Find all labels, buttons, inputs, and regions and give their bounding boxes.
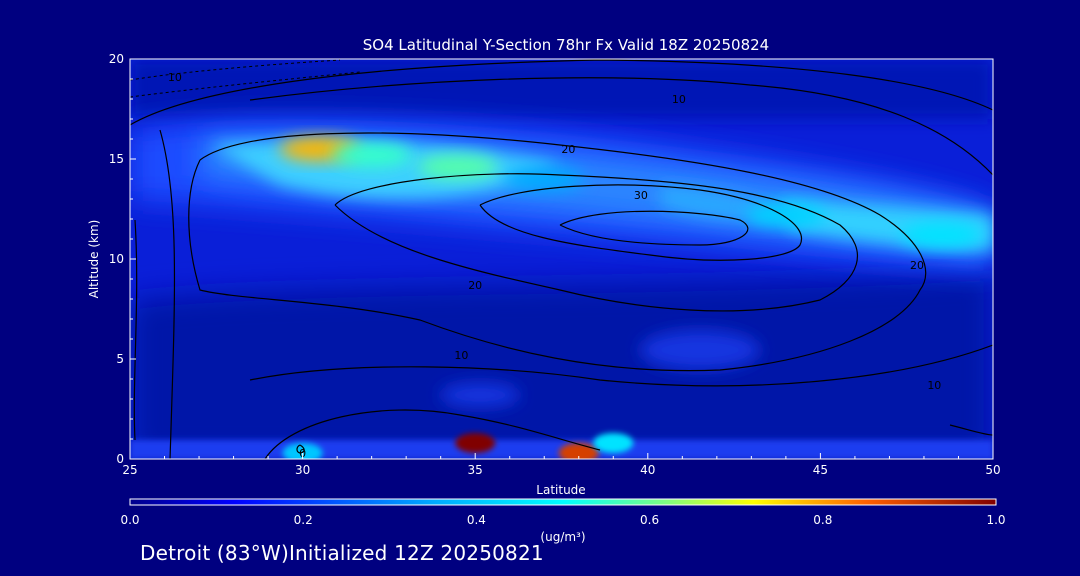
- colorbar: [129, 498, 997, 506]
- colorbar-tick-label: 0.4: [467, 513, 486, 527]
- plume-mark: [417, 155, 498, 179]
- x-axis-label: Latitude: [536, 483, 585, 497]
- chart-title: SO4 Latitudinal Y-Section 78hr Fx Valid …: [363, 36, 769, 54]
- plume-marks: [279, 137, 982, 459]
- contour-10-lower: [249, 344, 993, 387]
- contour-10-outer: [130, 59, 993, 126]
- colorbar-unit: (ug/m³): [540, 530, 585, 544]
- contour-inner: [559, 210, 749, 246]
- plot-area: [130, 59, 993, 459]
- plume-mark: [282, 443, 323, 459]
- contour-upper-10: [249, 77, 993, 176]
- y-tick-label: 15: [109, 152, 124, 166]
- contour-30: [479, 184, 803, 261]
- contour-label: 20: [561, 143, 575, 156]
- y-axis-label: Altitude (km): [87, 220, 101, 299]
- y-axis: 0 5 10 15 20: [109, 52, 136, 466]
- y-tick-label: 0: [116, 452, 124, 466]
- footer-info: Detroit (83°W)Initialized 12Z 20250821: [140, 541, 544, 565]
- y-tick-label: 10: [109, 252, 124, 266]
- x-tick-label: 40: [640, 463, 655, 477]
- contour-label: 20: [910, 259, 924, 272]
- contour-10-left: [133, 219, 138, 441]
- plume-mark: [745, 203, 826, 227]
- plume-mark: [504, 167, 585, 191]
- contour-lines: [130, 59, 993, 459]
- contour-20: [188, 132, 927, 372]
- x-axis: 25 30 35 40 45 50: [122, 453, 1001, 477]
- contour-0: [296, 444, 305, 454]
- plume-mark: [331, 143, 412, 167]
- x-tick-label: 35: [468, 463, 483, 477]
- contour-label: 10: [672, 93, 686, 106]
- x-tick-label: 25: [122, 463, 137, 477]
- plume-mark: [901, 223, 982, 247]
- colorbar-tick-label: 0.0: [120, 513, 139, 527]
- x-tick-label: 50: [985, 463, 1000, 477]
- colorbar-tick-label: 0.8: [813, 513, 832, 527]
- plume-mark: [593, 433, 634, 453]
- colorbar-ticks: 0.0 0.2 0.4 0.6 0.8 1.0: [120, 513, 1005, 527]
- contour-25: [334, 173, 858, 312]
- colorbar-tick-label: 0.6: [640, 513, 659, 527]
- colorbar-tick-label: 1.0: [986, 513, 1005, 527]
- y-tick-label: 20: [109, 52, 124, 66]
- contour-10-surface: [264, 409, 601, 459]
- contour-10-left2: [159, 129, 176, 459]
- plume-mark: [558, 443, 599, 459]
- contour-label: 10: [454, 349, 468, 362]
- contour-label: 10: [168, 71, 182, 84]
- contour-dashed: [130, 59, 361, 98]
- y-tick-label: 5: [116, 352, 124, 366]
- colorbar-tick-label: 0.2: [294, 513, 313, 527]
- contour-label: 30: [634, 189, 648, 202]
- x-tick-label: 30: [295, 463, 310, 477]
- contour-label: 10: [927, 379, 941, 392]
- contour-label: 20: [468, 279, 482, 292]
- x-tick-label: 45: [813, 463, 828, 477]
- contour-10-right: [949, 424, 993, 436]
- plume-mark: [455, 433, 496, 453]
